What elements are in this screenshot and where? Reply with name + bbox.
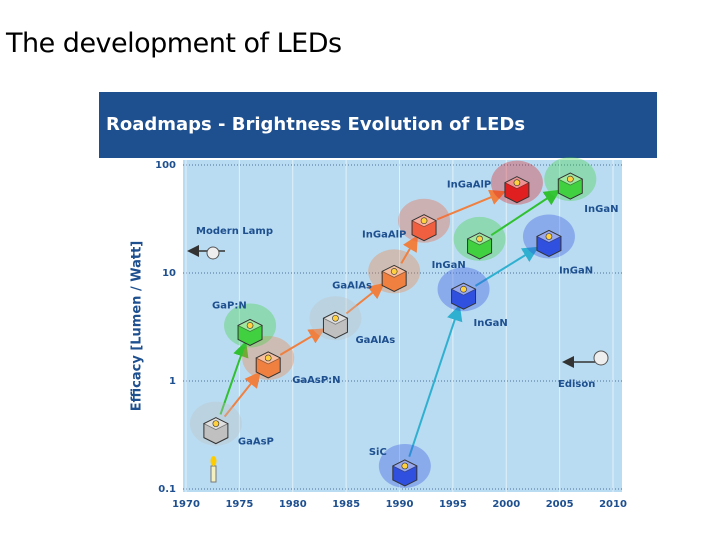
y-tick-label: 100 [155, 160, 176, 171]
x-tick-label: 1990 [386, 499, 414, 510]
led-die [332, 314, 339, 322]
x-tick-label: 1970 [172, 499, 200, 510]
point-label: GaP:N [212, 300, 247, 311]
trend-arrow [279, 328, 326, 356]
led-die [566, 175, 574, 183]
trend-arrow [219, 340, 249, 415]
chart-header [99, 92, 657, 158]
point-label: InGaN [559, 265, 593, 276]
led-point [453, 216, 506, 261]
led-point [224, 303, 277, 348]
y-tick-label: 10 [162, 268, 176, 279]
y-tick-label: 0.1 [158, 484, 176, 495]
led-die [513, 179, 521, 186]
led-die [545, 233, 553, 240]
trend-arrow [436, 189, 506, 221]
reference-label: Edison [558, 379, 595, 390]
x-tick-label: 2005 [546, 499, 574, 510]
candle-icon [210, 465, 217, 483]
led-point [398, 198, 451, 243]
point-label: InGaN [584, 204, 618, 215]
led-point [368, 249, 421, 294]
trend-arrow [400, 235, 418, 264]
x-tick-label: 2010 [599, 499, 627, 510]
trend-arrow [345, 282, 385, 315]
led-die [401, 462, 409, 470]
led-point [189, 401, 242, 446]
point-label: GaAlAs [332, 280, 372, 291]
led-point [378, 443, 431, 488]
x-tick-label: 1975 [225, 499, 253, 510]
point-label: GaAsP [238, 437, 274, 448]
bulb-icon [593, 350, 609, 366]
led-die [460, 285, 467, 293]
y-axis-label: Efficacy [Lumen / Watt] [130, 241, 145, 411]
x-tick-label: 2000 [492, 499, 520, 510]
trend-arrow [408, 304, 463, 458]
point-label: InGaAlP [447, 180, 491, 191]
trend-arrow [490, 189, 561, 237]
x-tick-label: 1980 [279, 499, 307, 510]
point-label: GaAlAs [355, 335, 395, 346]
reference-label: Modern Lamp [196, 226, 273, 237]
x-tick-label: 1985 [332, 499, 360, 510]
led-point [544, 157, 597, 202]
led-point [309, 296, 362, 341]
led-point [242, 335, 295, 380]
candle-flame [210, 456, 217, 466]
point-label: InGaN [432, 260, 466, 271]
trend-arrow [474, 246, 539, 287]
led-point [490, 160, 543, 205]
chart-title: Roadmaps - Brightness Evolution of LEDs [106, 114, 525, 135]
led-die [212, 420, 220, 427]
led-die [420, 217, 428, 225]
led-point [437, 267, 490, 312]
led-point [522, 214, 575, 259]
bulb-icon [206, 246, 220, 260]
slide-title: The development of LEDs [6, 28, 342, 59]
point-label: GaAsP:N [292, 375, 340, 386]
point-label: SiC [369, 447, 387, 458]
led-die [390, 268, 398, 275]
led-die [246, 322, 254, 329]
trend-arrow [223, 371, 261, 418]
led-die [264, 354, 272, 362]
led-die [476, 235, 483, 243]
y-tick-label: 1 [169, 376, 176, 387]
point-label: InGaN [474, 318, 508, 329]
x-tick-label: 1995 [439, 499, 467, 510]
point-label: InGaAlP [362, 230, 406, 241]
